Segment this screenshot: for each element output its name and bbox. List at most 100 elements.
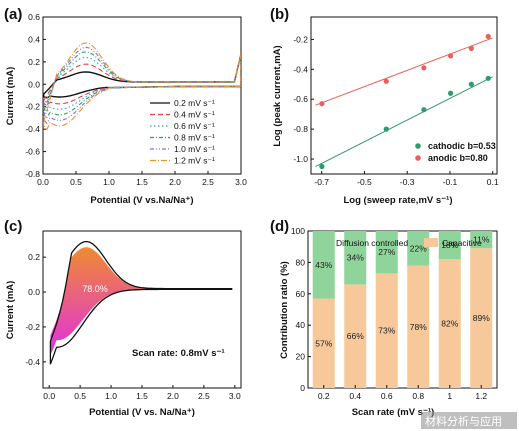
chart-b-data-point <box>421 65 427 71</box>
chart-d-xtick-label: 1.2 <box>475 391 487 401</box>
chart-d-bar-label-diffusion: 34% <box>347 253 364 263</box>
chart-d-bar-label-capacitive: 82% <box>441 319 458 329</box>
chart-d-bar-label-capacitive: 89% <box>473 313 490 323</box>
chart-a-series-line <box>43 53 241 99</box>
chart-c-ytick-label: -0.4 <box>25 357 40 367</box>
chart-b-xtick-label: -0.1 <box>443 177 458 187</box>
chart-d-bar-diffusion <box>312 231 335 299</box>
chart-d-bar-label-capacitive: 73% <box>378 326 395 336</box>
chart-c-ytick-label: -0.2 <box>25 322 40 332</box>
panel-label-d: (d) <box>270 218 289 235</box>
chart-a-cv-curves: 0.0 0.5 1.0 1.5 2.0 2.5 3.0 -0.8 -0.6 -0.4 -0.2 0.0… <box>25 12 247 187</box>
panel-label-b: (b) <box>270 6 289 23</box>
chart-d-bar-capacitive <box>375 273 398 388</box>
chart-d-bar-capacitive <box>438 259 461 388</box>
chart-b-data-point <box>468 45 474 52</box>
chart-a-legend-label: 0.2 mV s⁻¹ <box>174 98 215 108</box>
chart-a-xtick-label: 1.5 <box>136 177 148 187</box>
watermark-text: 材料分析与应用 <box>425 414 502 428</box>
chart-d-xlabel: Scan rate (mV s⁻¹) <box>352 407 435 418</box>
chart-b-frame <box>310 16 498 175</box>
chart-a-xlabel: Potential (V vs.Na/Na⁺) <box>90 195 193 206</box>
chart-a-legend-label: 1.2 mV s⁻¹ <box>174 156 215 166</box>
chart-d-xtick-label: 1 <box>447 391 452 401</box>
chart-c-xtick-label: 2.5 <box>198 391 210 401</box>
chart-d-legend-swatch-diffusion <box>318 238 332 247</box>
chart-a-xtick-label: 2.5 <box>202 177 214 187</box>
chart-b-xtick-label: -0.7 <box>314 177 329 187</box>
chart-a-legend-label: 0.6 mV s⁻¹ <box>174 121 215 131</box>
chart-c-xtick-label: 1.0 <box>105 391 117 401</box>
chart-b-data-point <box>319 163 325 170</box>
chart-a-ytick-label: 0.2 <box>28 57 40 67</box>
chart-d-ytick-label: 80 <box>296 257 306 267</box>
chart-a-legend-label: 1.0 mV s⁻¹ <box>174 144 215 154</box>
chart-a-xtick-label: 0.5 <box>70 177 82 187</box>
chart-c-total-cv-outline <box>49 240 233 365</box>
chart-a-ytick-label: -0.2 <box>25 102 40 112</box>
chart-d-ytick-label: 60 <box>296 289 306 299</box>
chart-a-series-group <box>43 42 241 131</box>
chart-b-data-point <box>319 101 325 107</box>
chart-b-ytick-label: -0.8 <box>293 124 308 134</box>
chart-d-bar-label-diffusion: 11% <box>473 235 490 245</box>
chart-d-frame <box>307 230 498 389</box>
chart-c-xtick-label: 2.0 <box>167 391 179 401</box>
chart-d-bar-label-diffusion: 18% <box>441 240 458 250</box>
chart-d-xtick-label: 0.4 <box>349 391 361 401</box>
chart-d-bar-label-diffusion: 27% <box>378 247 395 257</box>
chart-b-data-point <box>468 81 474 87</box>
chart-c-series-group <box>49 240 233 365</box>
chart-d-ylabel: Contribution ratio (%) <box>279 261 290 359</box>
chart-d-bar-label-capacitive: 78% <box>410 322 427 332</box>
chart-a-xtick-label: 1.0 <box>103 177 115 187</box>
chart-a-ytick-label: -0.6 <box>25 147 40 157</box>
chart-d-xtick-label: 0.8 <box>412 391 424 401</box>
chart-b-data-point <box>485 75 491 81</box>
chart-b-data-point <box>448 53 454 59</box>
chart-d-bar-label-capacitive: 66% <box>347 331 364 341</box>
chart-b-xlabel: Log (sweep rate,mV s⁻¹) <box>343 195 452 206</box>
chart-b-legend-label: anodic b=0.80 <box>428 153 488 163</box>
chart-d-legend-label-diffusion: Diffusion controlled <box>336 238 408 248</box>
chart-c-percent-annotation: 78.0% <box>82 284 108 294</box>
chart-a-xtick-label: 0.0 <box>37 177 49 187</box>
chart-d-xtick-label: 0.6 <box>381 391 393 401</box>
chart-c-xtick-label: 0.5 <box>74 391 86 401</box>
chart-d-bar-capacitive <box>470 248 493 388</box>
chart-b-fit-line <box>315 76 493 167</box>
chart-a-xtick-label: 2.0 <box>169 177 181 187</box>
chart-b-data-point <box>421 107 427 113</box>
chart-b-xtick-label: -0.3 <box>400 177 415 187</box>
panel-label-c: (c) <box>4 218 22 235</box>
chart-b-ytick-label: -0.6 <box>293 94 308 104</box>
chart-c-capacitive-area <box>50 247 232 356</box>
chart-c-ytick-label: 0.0 <box>28 287 40 297</box>
chart-d-contribution-bars: 0 20 40 60 80 100 57% 43% 0.2 66% 34% 0.4 73% 27% 0.6 7… <box>291 226 498 401</box>
chart-d-ytick-label: 40 <box>296 320 306 330</box>
chart-d-bar-diffusion <box>407 231 430 266</box>
chart-a-ytick-label: 0.0 <box>28 79 40 89</box>
chart-b-ytick-label: -0.4 <box>293 64 308 74</box>
chart-d-bar-capacitive <box>312 298 335 388</box>
chart-a-ylabel: Current (mA) <box>5 67 16 126</box>
chart-a-legend-label: 0.8 mV s⁻¹ <box>174 133 215 143</box>
chart-d-ytick-label: 100 <box>291 226 305 236</box>
chart-d-xtick-label: 0.2 <box>318 391 330 401</box>
chart-b-data-point <box>448 90 454 96</box>
chart-c-xtick-label: 3.0 <box>229 391 241 401</box>
chart-d-bar-diffusion <box>470 231 493 249</box>
chart-a-series-line <box>43 42 241 131</box>
chart-c-scan-rate-note: Scan rate: 0.8mV s⁻¹ <box>132 348 225 359</box>
chart-b-log-plot: -0.7 -0.5 -0.3 -0.1 0.1 -1.0 -0.8 -0.6 -0.4 -0.2 c… <box>293 16 499 187</box>
chart-d-legend-label-capacitive: Capacitive <box>442 238 482 248</box>
chart-b-data-point <box>485 33 491 40</box>
chart-c-xtick-label: 0.0 <box>43 391 55 401</box>
chart-b-legend-marker <box>415 143 421 149</box>
chart-b-legend-label: cathodic b=0.53 <box>428 141 496 151</box>
chart-b-ylabel: Log (peak current,mA) <box>272 45 283 146</box>
chart-a-ytick-label: -0.4 <box>25 124 40 134</box>
chart-d-legend-swatch-capacitive <box>424 238 438 247</box>
chart-d-bar-diffusion <box>344 231 367 285</box>
chart-a-ytick-label: 0.4 <box>28 34 40 44</box>
